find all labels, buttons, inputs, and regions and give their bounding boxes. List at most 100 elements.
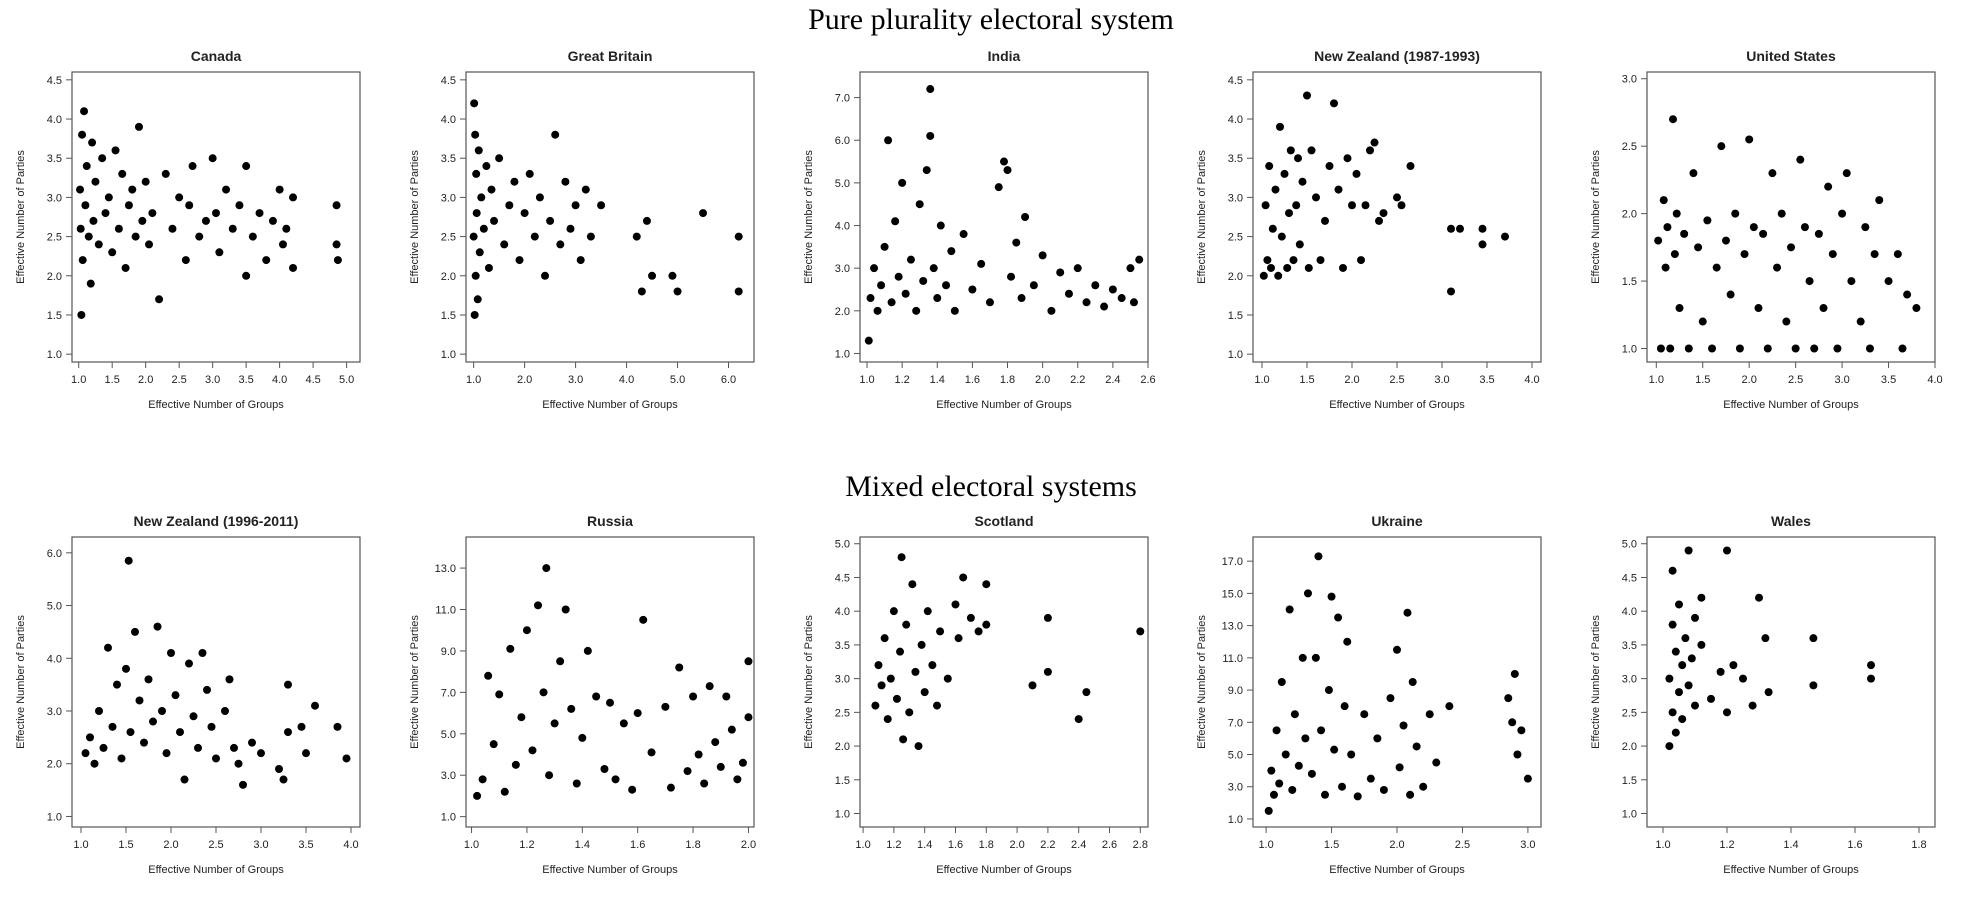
data-point (639, 615, 648, 624)
data-point (1456, 224, 1464, 233)
data-point (1670, 250, 1679, 259)
y-tick-label: 4.0 (441, 114, 456, 126)
data-point (289, 193, 298, 202)
data-point (515, 256, 524, 265)
data-point (1043, 667, 1052, 676)
data-point (572, 779, 581, 788)
data-point (546, 216, 555, 225)
data-point (901, 289, 910, 298)
plot-frame (859, 536, 1149, 828)
data-point (1281, 750, 1290, 759)
data-point (1447, 224, 1455, 233)
data-point (1809, 634, 1818, 643)
y-tick-label: 4.5 (1228, 75, 1243, 87)
plot-frame (1646, 71, 1936, 363)
x-tick-label: 4.5 (305, 374, 320, 386)
data-point (1694, 243, 1703, 252)
x-tick-label: 1.8 (979, 839, 994, 851)
data-point (567, 704, 576, 713)
data-point (917, 640, 926, 649)
x-axis-label: Effective Number of Groups (1723, 864, 1859, 876)
y-tick-label: 11.0 (435, 605, 456, 617)
data-point (1669, 115, 1678, 124)
data-point (1689, 169, 1698, 178)
data-point (471, 271, 480, 280)
data-point (528, 746, 537, 755)
data-point (632, 232, 641, 241)
data-point (203, 685, 211, 694)
x-tick-label: 1.5 (118, 839, 133, 851)
data-point (982, 620, 991, 629)
data-point (1745, 135, 1754, 144)
data-point (472, 169, 481, 178)
x-tick-label: 4.0 (272, 374, 287, 386)
data-point (911, 667, 920, 676)
data-point (118, 169, 127, 178)
y-tick-label: 2.5 (441, 232, 456, 244)
data-point (284, 680, 292, 689)
data-point (1403, 608, 1412, 617)
data-point (175, 193, 184, 202)
data-point (99, 743, 108, 752)
data-point (1912, 304, 1921, 313)
data-point (279, 775, 288, 784)
data-point (535, 193, 544, 202)
data-point (478, 775, 487, 784)
data-point (556, 657, 565, 666)
y-tick-label: 1.0 (47, 811, 62, 823)
data-point (1680, 229, 1689, 238)
data-point (124, 201, 133, 210)
data-point (1373, 734, 1382, 743)
data-point (1003, 166, 1012, 175)
data-point (181, 256, 190, 265)
data-point (611, 775, 620, 784)
data-point (228, 224, 237, 233)
y-tick-label: 2.0 (47, 759, 62, 771)
data-point (1285, 209, 1293, 218)
data-point (1697, 640, 1706, 649)
data-point (1275, 779, 1284, 788)
data-point (947, 247, 956, 256)
y-tick-label: 1.5 (47, 310, 62, 322)
data-point (561, 605, 570, 614)
data-point (1397, 201, 1406, 210)
data-point (1074, 715, 1083, 724)
data-point (936, 627, 945, 636)
data-point (1898, 344, 1907, 353)
data-point (915, 200, 924, 209)
data-point (1796, 155, 1805, 164)
y-tick-label: 7.0 (835, 93, 850, 105)
data-point (884, 136, 893, 145)
data-point (1267, 263, 1275, 272)
data-point (576, 256, 585, 265)
y-tick-label: 4.0 (47, 653, 62, 665)
x-tick-label: 1.0 (464, 839, 479, 851)
data-point (482, 162, 491, 171)
x-tick-label: 1.4 (917, 839, 932, 851)
data-point (282, 224, 291, 233)
x-tick-label: 2.0 (741, 839, 756, 851)
scatter-panel: Ukraine 1.0 1.5 2.0 2.5 3.0 1.0 3.0 5.0 7.0 9.0 11.… (1196, 513, 1542, 876)
data-point (1809, 681, 1818, 690)
data-point (1314, 552, 1323, 561)
data-point (951, 600, 960, 609)
x-axis-label: Effective Number of Groups (542, 864, 678, 876)
scatter-panel: India 1.0 1.2 1.4 1.6 1.8 2.0 2.2 2.4 2.6 1.0 2.0 3.… (803, 48, 1156, 411)
data-point (225, 675, 234, 684)
y-tick-label: 3.0 (835, 263, 850, 275)
y-tick-label: 1.5 (441, 310, 456, 322)
data-point (1501, 232, 1509, 241)
data-point (1007, 272, 1016, 281)
data-point (1395, 763, 1404, 772)
data-point (221, 707, 229, 715)
data-point (167, 649, 175, 657)
data-point (880, 242, 889, 251)
data-point (1691, 701, 1699, 710)
data-point (942, 281, 951, 290)
data-point (1361, 201, 1370, 210)
data-point (1707, 694, 1715, 703)
data-point (122, 664, 130, 673)
data-point (920, 688, 929, 697)
y-tick-label: 2.0 (47, 271, 62, 283)
data-point (212, 754, 220, 763)
